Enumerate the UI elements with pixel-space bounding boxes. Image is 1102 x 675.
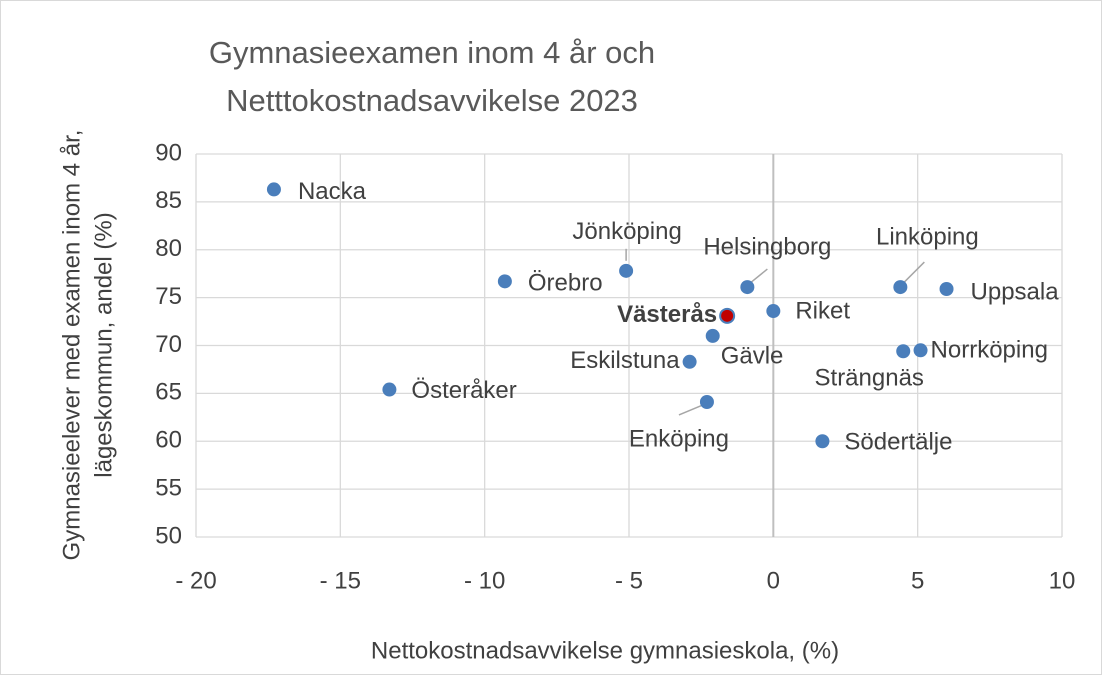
- point: [893, 280, 908, 295]
- y-tick-label: 70: [155, 331, 182, 358]
- point: [815, 434, 830, 449]
- y-tick-label: 50: [155, 522, 182, 549]
- leader-line: [750, 268, 768, 283]
- point: [382, 382, 397, 397]
- point-label: Strängnäs: [815, 365, 924, 392]
- point: [939, 282, 954, 297]
- point-label: Enköping: [629, 425, 729, 452]
- y-tick-label: 65: [155, 379, 182, 406]
- leader-line: [902, 261, 925, 284]
- point-label: Norrköping: [931, 337, 1048, 364]
- x-tick-label: - 5: [615, 567, 643, 594]
- point: [705, 328, 720, 343]
- y-tick-label: 75: [155, 283, 182, 310]
- x-tick-label: 10: [1049, 567, 1076, 594]
- x-tick-label: - 20: [175, 567, 216, 594]
- point-label: Uppsala: [971, 278, 1060, 305]
- x-tick-label: 5: [911, 567, 924, 594]
- y-tick-label: 90: [155, 139, 182, 166]
- point-label: Eskilstuna: [570, 347, 680, 374]
- point-label: Österåker: [411, 377, 516, 404]
- chart-title: Gymnasieexamen inom 4 år och: [209, 35, 655, 70]
- x-tick-label: - 15: [320, 567, 361, 594]
- x-tick-label: 0: [767, 567, 780, 594]
- point: [913, 343, 928, 358]
- point: [766, 304, 781, 319]
- x-tick-label: - 10: [464, 567, 505, 594]
- chart-title: Netttokostnadsavvikelse 2023: [226, 83, 638, 118]
- y-axis-title-line: lägeskommun, andel (%): [90, 212, 117, 477]
- point-label: Linköping: [876, 223, 979, 250]
- y-axis-title: Gymnasieelever med examen inom 4 år, läg…: [58, 130, 117, 561]
- point-label: Västerås: [617, 301, 717, 328]
- point: [896, 344, 911, 359]
- y-axis-title-line: Gymnasieelever med examen inom 4 år,: [58, 130, 85, 561]
- point: [719, 307, 736, 324]
- point: [497, 274, 512, 289]
- x-axis-title: Nettokostnadsavvikelse gymnasieskola, (%…: [371, 637, 839, 664]
- point-label: Riket: [795, 297, 850, 324]
- point: [266, 182, 281, 197]
- leader-line: [678, 404, 704, 416]
- point-label: Gävle: [721, 342, 784, 369]
- point-label: Helsingborg: [703, 233, 831, 260]
- y-tick-label: 80: [155, 235, 182, 262]
- point: [619, 263, 634, 278]
- y-tick-label: 55: [155, 474, 182, 501]
- point-label: Nacka: [298, 178, 367, 205]
- point-label: Örebro: [528, 270, 603, 297]
- point-label: Södertälje: [844, 429, 952, 456]
- y-tick-label: 60: [155, 427, 182, 454]
- point: [682, 354, 697, 369]
- y-tick-label: 85: [155, 187, 182, 214]
- point-label: Jönköping: [572, 218, 681, 245]
- point: [699, 394, 714, 409]
- point: [740, 280, 755, 295]
